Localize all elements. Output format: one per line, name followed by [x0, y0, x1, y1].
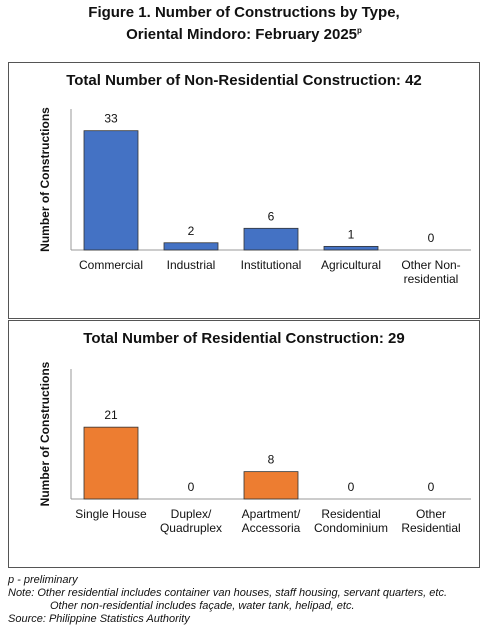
chart: Total Number of Non-Residential Construc… [38, 72, 471, 252]
note: Other non-residential includes façade, w… [50, 600, 355, 612]
value-label: 33 [104, 112, 118, 126]
x-tick-label: Single House [75, 507, 147, 521]
x-tick-label: Other Residential [401, 507, 461, 535]
y-axis-label: Number of Constructions [38, 107, 52, 252]
bar [163, 242, 219, 251]
x-tick-label: Duplex/ Quadruplex [159, 507, 223, 535]
chart-title: Total Number of Non-Residential Construc… [66, 72, 422, 89]
figure-title: Figure 1. Number of Constructions by Typ… [74, 4, 414, 44]
value-label: 0 [428, 480, 435, 494]
bar [323, 245, 379, 251]
y-axis-label: Number of Constructions [38, 361, 52, 506]
note: Note: Other residential includes contain… [8, 587, 448, 599]
value-label: 6 [268, 209, 275, 223]
x-tick-label: Other Non-residential [401, 258, 461, 286]
bar [243, 227, 299, 251]
value-label: 1 [348, 227, 355, 241]
x-tick-label: Institutional [240, 258, 302, 272]
value-label: 0 [428, 231, 435, 245]
value-label: 0 [188, 480, 195, 494]
chart: Total Number of Residential Construction… [38, 330, 471, 506]
value-label: 21 [104, 408, 118, 422]
x-tick-label: Residential Condominium [313, 507, 389, 535]
x-tick-label: Industrial [166, 258, 216, 272]
chart-panel: Total Number of Residential Construction… [8, 320, 480, 568]
bar [83, 130, 139, 251]
x-tick-label: Apartment/ Accessoria [241, 507, 301, 535]
chart-panel: Total Number of Non-Residential Construc… [8, 62, 480, 319]
x-tick-label: Agricultural [320, 258, 382, 272]
figure-title-text: Figure 1. Number of Constructions by Typ… [88, 4, 400, 43]
note: Source: Philippine Statistics Authority [8, 613, 190, 625]
x-tick-label: Commercial [78, 258, 143, 272]
value-label: 2 [188, 224, 195, 238]
notes: p - preliminary Note: Other residential … [8, 574, 447, 626]
superscript: p [357, 26, 362, 35]
note: p - preliminary [8, 574, 78, 586]
chart-title: Total Number of Residential Construction… [83, 330, 404, 347]
value-label: 8 [268, 453, 275, 467]
value-label: 0 [348, 480, 355, 494]
bar [83, 426, 139, 500]
bar [243, 471, 299, 500]
